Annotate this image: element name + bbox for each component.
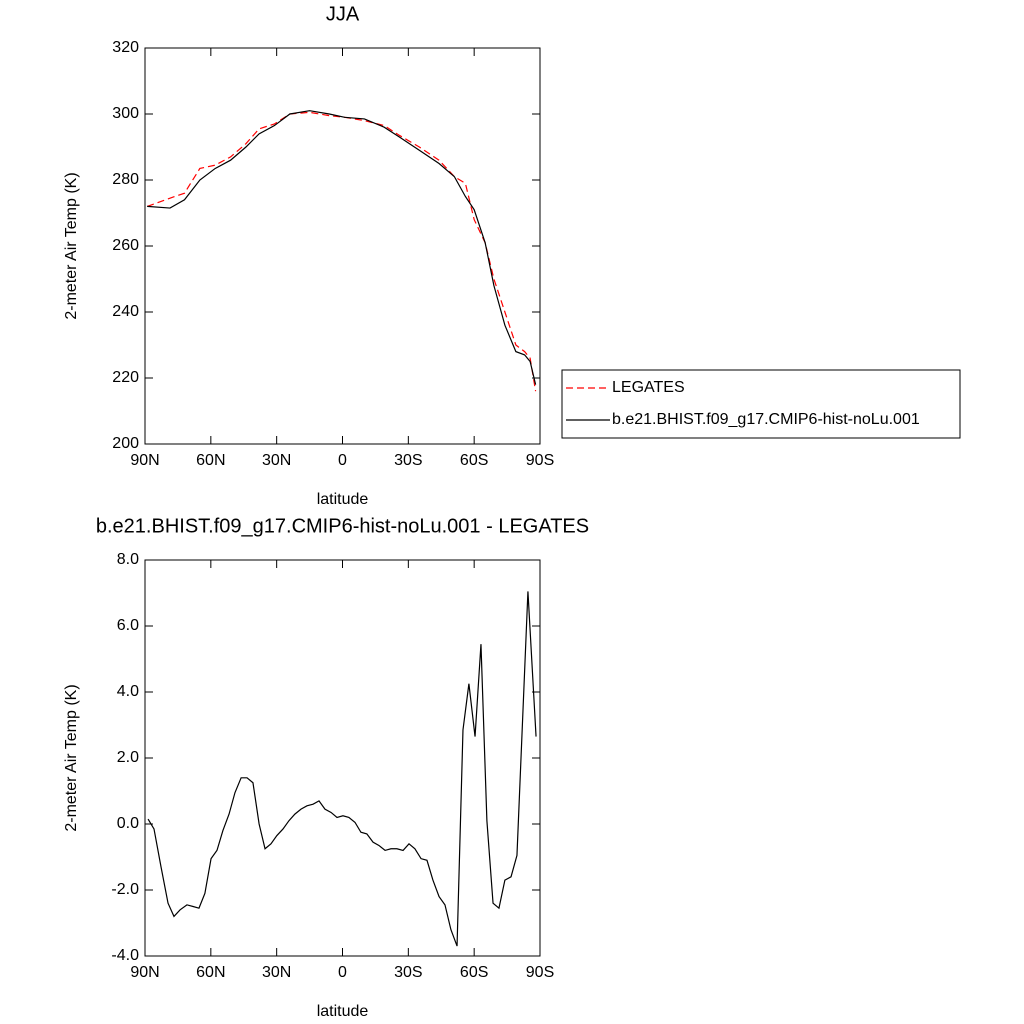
y-tick-label: 220 [112, 369, 139, 386]
x-tick-label: 90S [526, 452, 554, 469]
y-tick-label: 280 [112, 171, 139, 188]
y-axis-label: 2-meter Air Temp (K) [63, 172, 80, 319]
y-tick-label: 320 [112, 39, 139, 56]
x-tick-label: 60N [196, 452, 225, 469]
series-line [147, 591, 537, 947]
y-tick-label: 2.0 [117, 749, 139, 766]
y-tick-label: 240 [112, 303, 139, 320]
y-tick-label: 6.0 [117, 617, 139, 634]
series-line [147, 110, 537, 385]
x-tick-label: 30N [262, 452, 291, 469]
plot-frame [144, 47, 541, 445]
plot-frame [144, 559, 541, 957]
x-tick-label: 60S [460, 964, 488, 981]
x-tick-label: 90S [526, 964, 554, 981]
x-tick-label: 30S [394, 452, 422, 469]
x-axis-label: latitude [317, 1003, 369, 1020]
y-tick-label: 4.0 [117, 683, 139, 700]
x-tick-label: 90N [130, 452, 159, 469]
y-tick-label: 260 [112, 237, 139, 254]
legend-box [561, 369, 961, 439]
legend-label: b.e21.BHIST.f09_g17.CMIP6-hist-noLu.001 [612, 411, 920, 428]
y-tick-label: -4.0 [111, 947, 139, 964]
x-tick-label: 30N [262, 964, 291, 981]
y-tick-label: 8.0 [117, 551, 139, 568]
series-line [146, 111, 537, 392]
x-tick-label: 0 [338, 964, 347, 981]
y-tick-label: -2.0 [111, 881, 139, 898]
y-tick-label: 0.0 [117, 815, 139, 832]
chart-title: b.e21.BHIST.f09_g17.CMIP6-hist-noLu.001 … [96, 515, 589, 537]
x-tick-label: 60S [460, 452, 488, 469]
x-axis-label: latitude [317, 491, 369, 508]
y-tick-label: 300 [112, 105, 139, 122]
x-tick-label: 60N [196, 964, 225, 981]
legend-label: LEGATES [612, 379, 685, 396]
y-axis-label: 2-meter Air Temp (K) [63, 684, 80, 831]
x-tick-label: 30S [394, 964, 422, 981]
x-tick-label: 0 [338, 452, 347, 469]
y-tick-label: 200 [112, 435, 139, 452]
x-tick-label: 90N [130, 964, 159, 981]
chart-title: JJA [326, 3, 360, 25]
